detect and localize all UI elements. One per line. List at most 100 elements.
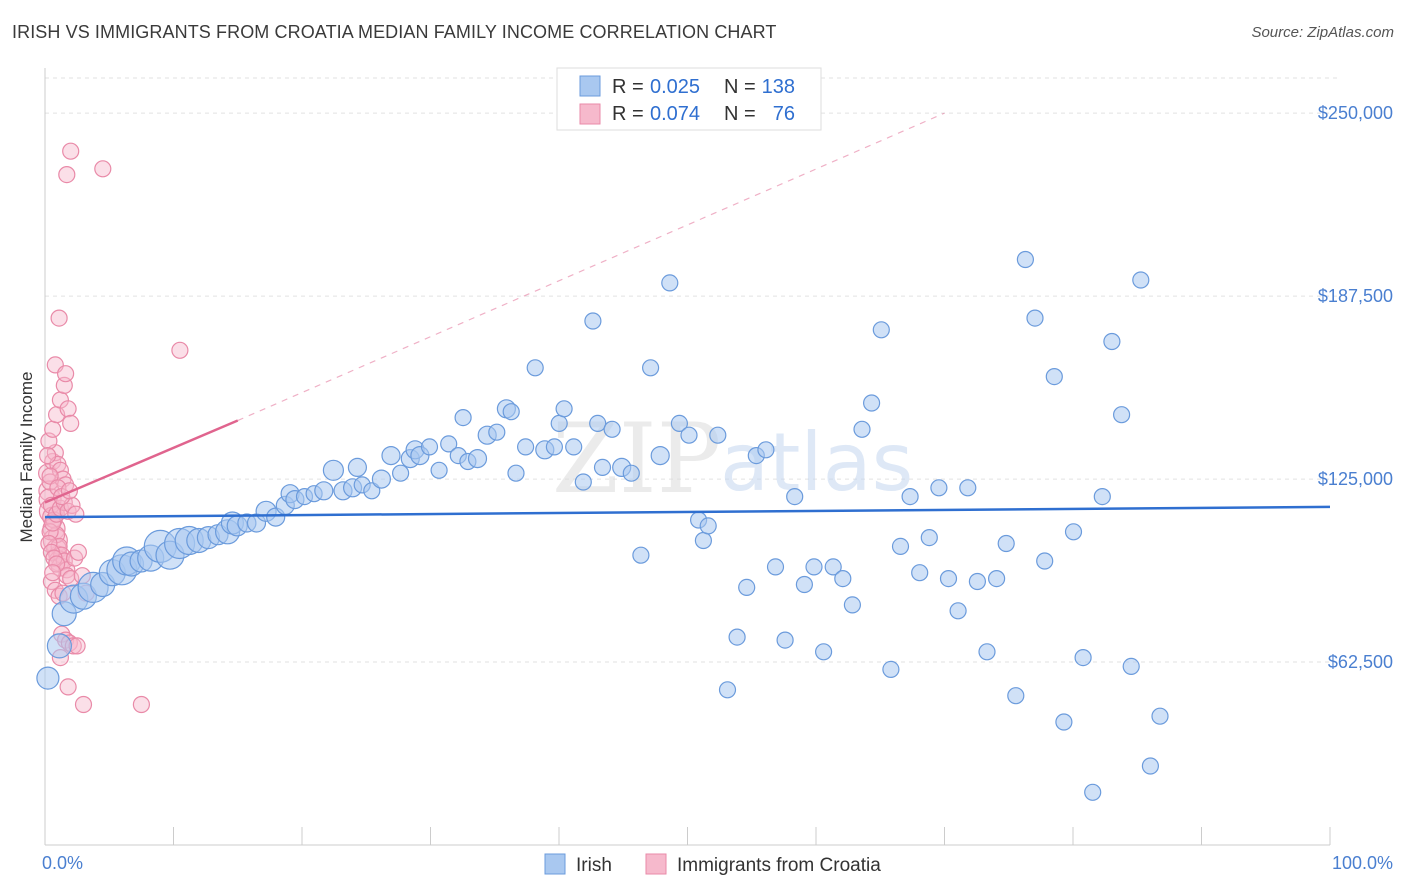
point-irish	[843, 596, 862, 614]
point-irish	[516, 438, 535, 456]
point-irish	[1084, 783, 1102, 801]
tick-labels: $62,500 $125,000 $187,500 $250,000 0.0% 100.0…	[42, 103, 1393, 873]
point-irish	[949, 602, 967, 620]
point-irish	[757, 441, 775, 459]
point-irish	[440, 435, 458, 453]
point-croatia	[59, 400, 77, 418]
axes-layer	[44, 68, 1331, 846]
point-irish	[718, 681, 737, 699]
point-irish	[978, 643, 996, 661]
point-irish	[555, 400, 573, 418]
point-irish	[814, 643, 833, 661]
point-irish	[728, 628, 746, 646]
legend-r-label-irish: R =	[612, 76, 644, 98]
point-irish	[1045, 368, 1063, 386]
chart-source: Source: ZipAtlas.com	[1251, 24, 1394, 41]
point-croatia	[132, 695, 150, 714]
point-irish	[862, 394, 881, 412]
trend-line-croatia-extension	[237, 112, 945, 422]
bottom-legend-swatch-irish	[544, 853, 566, 875]
point-irish	[1036, 552, 1054, 570]
point-irish	[824, 558, 842, 576]
point-irish	[632, 546, 650, 564]
point-irish	[901, 488, 919, 506]
point-irish	[699, 517, 717, 535]
point-croatia	[62, 142, 80, 160]
bottom-legend-label-croatia: Immigrants from Croatia	[677, 855, 881, 876]
point-irish	[1122, 657, 1140, 676]
point-irish	[661, 274, 679, 292]
legend-swatch-croatia	[579, 103, 601, 125]
point-irish	[467, 449, 488, 469]
point-irish	[420, 438, 439, 456]
point-croatia	[94, 160, 112, 178]
point-irish	[853, 420, 871, 438]
legend-r-label-croatia: R =	[612, 103, 644, 125]
y-axis-label: Median Family Income	[17, 371, 36, 542]
x-tick-label-max: 100.0%	[1332, 853, 1393, 873]
legend-box: R = 0.025 N = 138 R = 0.074 N = 76	[556, 67, 822, 131]
point-irish	[430, 461, 448, 479]
point-irish	[454, 409, 472, 427]
point-irish	[694, 531, 713, 550]
watermark-atlas: atlas	[720, 416, 913, 509]
point-irish	[526, 359, 544, 377]
trend-line-croatia	[44, 419, 239, 504]
trend-lines	[44, 112, 1331, 519]
point-croatia	[47, 555, 66, 573]
point-irish	[593, 458, 612, 476]
point-irish	[738, 578, 756, 597]
point-irish	[1016, 250, 1035, 269]
point-irish	[641, 359, 660, 377]
point-irish	[891, 537, 910, 556]
point-irish	[766, 558, 785, 576]
point-irish	[680, 426, 698, 444]
point-irish	[1112, 406, 1131, 424]
point-croatia	[44, 514, 62, 532]
point-irish	[920, 528, 938, 547]
point-irish	[36, 666, 60, 690]
legend-n-label-croatia: N =	[724, 103, 756, 125]
point-irish	[1093, 488, 1111, 506]
legend-r-value-irish: 0.025	[650, 76, 700, 98]
point-croatia	[56, 365, 75, 383]
point-croatia	[58, 166, 76, 184]
point-irish	[1132, 271, 1150, 289]
point-irish	[322, 459, 344, 481]
point-irish	[776, 631, 794, 649]
point-irish	[584, 312, 602, 330]
point-irish	[603, 420, 621, 438]
series-irish	[36, 250, 1169, 801]
point-croatia	[62, 414, 80, 432]
point-croatia	[69, 543, 88, 561]
series-immigrants-from-croatia	[37, 142, 189, 714]
point-irish	[882, 660, 900, 679]
point-irish	[805, 558, 823, 576]
trend-line-irish	[44, 505, 1331, 519]
point-irish	[1064, 523, 1083, 541]
point-irish	[46, 633, 73, 659]
legend-n-value-irish: 138	[762, 76, 795, 98]
y-tick-label: $187,500	[1318, 286, 1393, 306]
point-irish	[834, 569, 852, 588]
point-irish	[589, 414, 607, 432]
point-irish	[939, 569, 958, 588]
x-tick-label-min: 0.0%	[42, 853, 83, 873]
point-croatia	[59, 678, 77, 696]
legend-n-label-irish: N =	[724, 76, 756, 98]
point-irish	[502, 403, 520, 421]
point-croatia	[44, 420, 62, 438]
legend-n-value-croatia: 76	[773, 103, 795, 125]
y-tick-label: $125,000	[1318, 469, 1393, 489]
point-irish	[987, 569, 1006, 588]
point-irish	[371, 469, 391, 489]
point-irish	[670, 414, 689, 432]
point-irish	[565, 438, 583, 456]
point-croatia	[38, 447, 57, 465]
watermark: ZIP atlas	[552, 403, 913, 515]
point-irish	[911, 564, 929, 582]
chart-title: IRISH VS IMMIGRANTS FROM CROATIA MEDIAN …	[12, 22, 777, 42]
point-irish	[347, 457, 367, 477]
point-irish	[959, 479, 977, 497]
